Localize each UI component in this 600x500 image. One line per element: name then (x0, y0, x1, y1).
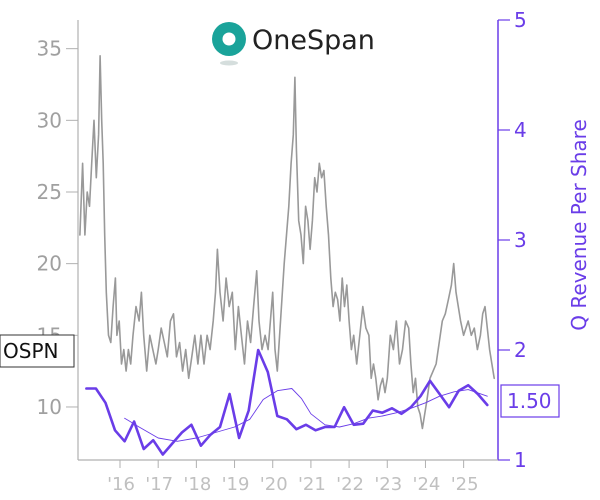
left-tick-label: 30 (37, 108, 62, 132)
logo-shadow (220, 60, 238, 66)
left-tick-label: 20 (37, 252, 62, 276)
x-tick-label: '19 (222, 474, 250, 495)
x-tick-label: '25 (451, 474, 479, 495)
left-tick-label: 10 (37, 395, 62, 419)
revenue-trend-line (124, 388, 488, 442)
axes: 10152025303512345'16'17'18'19'20'21'22'2… (37, 8, 527, 495)
x-axis-ticks: '16 '17 '18 '19 '20 '21 '22 '23 '24 '25 (107, 460, 479, 495)
x-tick-label: '20 (260, 474, 288, 495)
x-tick-label: '16 (107, 474, 135, 495)
onespan-logo: OneSpan (212, 22, 375, 66)
x-tick-label: '24 (413, 474, 441, 495)
ticker-box (0, 334, 75, 368)
logo-hole (222, 32, 236, 46)
current-revenue-label: 1.50 (507, 389, 552, 413)
left-tick-label: 35 (37, 37, 62, 61)
current-revenue-badge: 1.50 (500, 384, 560, 418)
current-revenue-box (500, 384, 560, 418)
price-line (79, 55, 495, 430)
quarterly-revenue-line (85, 348, 489, 456)
right-tick-label: 1 (514, 448, 527, 472)
right-axis-ticks: 1 2 3 4 5 (498, 8, 527, 472)
left-tick-label: 25 (37, 180, 62, 204)
brand-name: OneSpan (252, 25, 375, 56)
right-tick-label: 4 (514, 118, 527, 142)
right-tick-label: 3 (514, 228, 527, 252)
ticker-label: OSPN (3, 339, 58, 363)
x-tick-label: '21 (298, 474, 326, 495)
series-layer (79, 55, 495, 456)
x-tick-label: '23 (374, 474, 402, 495)
x-tick-label: '17 (145, 474, 173, 495)
x-tick-label: '22 (336, 474, 364, 495)
ticker-badge: OSPN (0, 334, 75, 368)
right-tick-label: 5 (514, 8, 527, 32)
right-tick-label: 2 (514, 338, 527, 362)
x-tick-label: '18 (183, 474, 211, 495)
right-axis-label: Q Revenue Per Share (567, 119, 591, 331)
